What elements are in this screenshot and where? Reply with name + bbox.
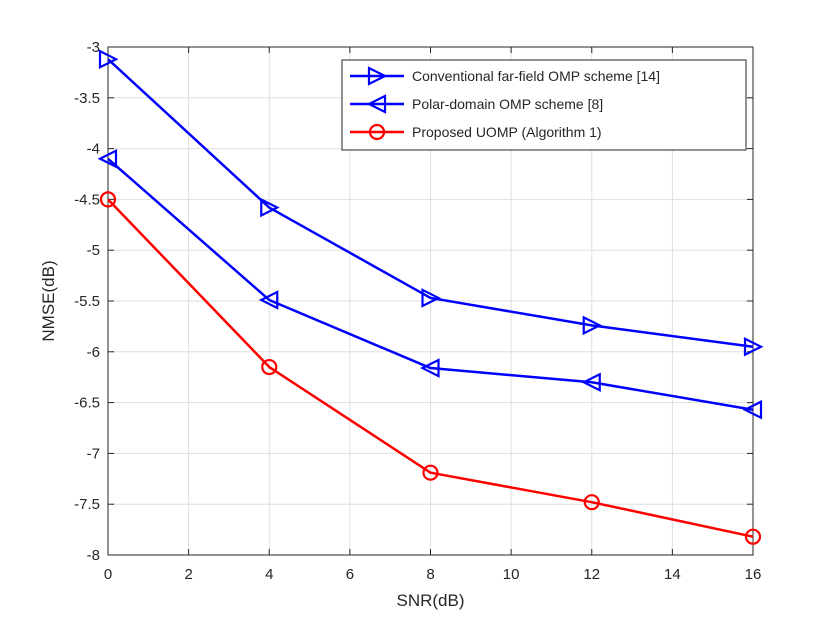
legend-marker — [366, 94, 387, 114]
y-tick-label: -6 — [87, 344, 100, 361]
x-tick-label: 10 — [503, 566, 520, 583]
data-point-marker — [742, 399, 763, 420]
y-tick-label: -4.5 — [74, 191, 100, 208]
data-point-marker — [420, 358, 440, 378]
data-point-marker — [421, 288, 441, 308]
legend: Conventional far-field OMP scheme [14] Po… — [341, 59, 747, 151]
data-point-marker — [743, 336, 764, 357]
y-tick-label: -3 — [87, 39, 100, 56]
y-tick-label: -7.5 — [74, 496, 100, 513]
data-point-marker — [260, 197, 280, 218]
y-tick-label: -8 — [87, 547, 100, 564]
y-axis-label: NMSE(dB) — [39, 260, 58, 341]
data-point-marker — [98, 49, 119, 69]
series-3 — [99, 191, 762, 545]
legend-label: Polar-domain OMP scheme [8] — [412, 96, 603, 112]
series-1 — [98, 49, 764, 357]
x-tick-label: 6 — [346, 566, 354, 583]
series-line — [107, 157, 754, 411]
legend-marker — [367, 66, 388, 86]
data-point-marker — [744, 528, 762, 545]
data-point-marker — [583, 494, 600, 511]
data-point-marker — [582, 315, 603, 336]
x-tick-label: 2 — [184, 566, 192, 583]
data-series — [97, 49, 764, 545]
series-2 — [97, 148, 763, 420]
y-tick-label: -4 — [87, 141, 100, 158]
axes: 0 2 4 6 8 10 12 14 16 -3 -3.5 -4 -4.5 -5 -5.5 -6 -6.5 -7 -… — [74, 39, 761, 583]
legend-box — [341, 59, 747, 151]
data-point-marker — [258, 290, 279, 310]
legend-label: Proposed UOMP (Algorithm 1) — [412, 124, 602, 140]
x-tick-label: 14 — [664, 566, 681, 583]
y-tick-label: -6.5 — [74, 395, 100, 412]
x-tick-label: 16 — [745, 566, 762, 583]
x-axis-label: SNR(dB) — [396, 591, 464, 610]
y-tick-label: -5 — [87, 242, 100, 259]
x-tick-label: 8 — [426, 566, 434, 583]
legend-label: Conventional far-field OMP scheme [14] — [412, 68, 660, 84]
data-point-marker — [97, 148, 118, 169]
y-tick-label: -5.5 — [74, 293, 100, 310]
series-line — [107, 58, 754, 348]
x-tick-label: 4 — [265, 566, 273, 583]
y-tick-label: -3.5 — [74, 90, 100, 107]
data-point-marker — [581, 372, 601, 393]
data-point-marker — [422, 464, 439, 481]
x-tick-label: 12 — [583, 566, 600, 583]
x-tick-label: 0 — [104, 566, 112, 583]
data-point-marker — [261, 358, 278, 376]
data-point-marker — [99, 191, 117, 208]
series-line — [107, 198, 754, 538]
legend-marker — [368, 123, 386, 141]
y-tick-label: -7 — [87, 445, 100, 462]
